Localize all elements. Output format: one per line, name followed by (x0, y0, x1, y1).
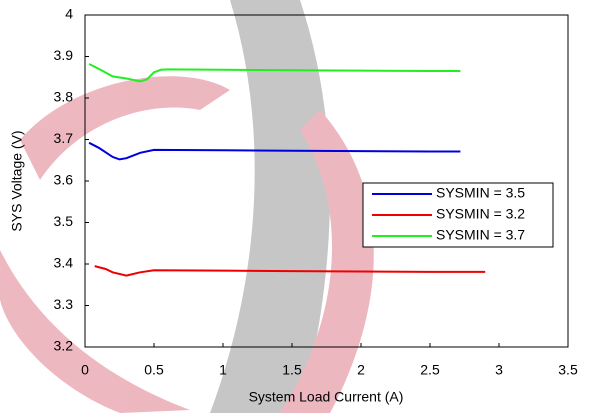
y-tick-label: 3.4 (54, 255, 74, 271)
y-tick-label: 3.8 (54, 89, 74, 105)
y-tick-label: 3.3 (54, 296, 74, 312)
x-tick-label: 0 (81, 362, 89, 378)
y-tick-label: 3.9 (54, 47, 74, 63)
watermark-swoosh (210, 0, 330, 413)
y-tick-label: 3.5 (54, 213, 74, 229)
legend-label: SYSMIN = 3.5 (436, 185, 525, 201)
watermark (0, 0, 374, 413)
y-tick-label: 4 (65, 6, 73, 22)
series-line (88, 63, 461, 83)
x-tick-label: 2 (357, 362, 365, 378)
x-tick-label: 2.5 (420, 362, 440, 378)
watermark-swoosh (0, 250, 190, 413)
x-tick-label: 0.5 (144, 362, 164, 378)
x-tick-label: 3.5 (558, 362, 578, 378)
x-tick-label: 3 (495, 362, 503, 378)
y-axis-label: SYS Voltage (V) (9, 130, 25, 231)
series-line (88, 141, 461, 161)
x-axis-label: System Load Current (A) (249, 389, 404, 405)
y-tick-label: 3.2 (54, 338, 74, 354)
watermark-swoosh (20, 76, 230, 180)
legend-label: SYSMIN = 3.7 (436, 227, 525, 243)
y-tick-label: 3.7 (54, 130, 74, 146)
watermark-swoosh (280, 110, 374, 413)
x-tick-label: 1.5 (282, 362, 302, 378)
x-tick-label: 1 (219, 362, 227, 378)
legend-label: SYSMIN = 3.2 (436, 206, 525, 222)
series-line (94, 265, 486, 277)
y-tick-label: 3.6 (54, 172, 74, 188)
